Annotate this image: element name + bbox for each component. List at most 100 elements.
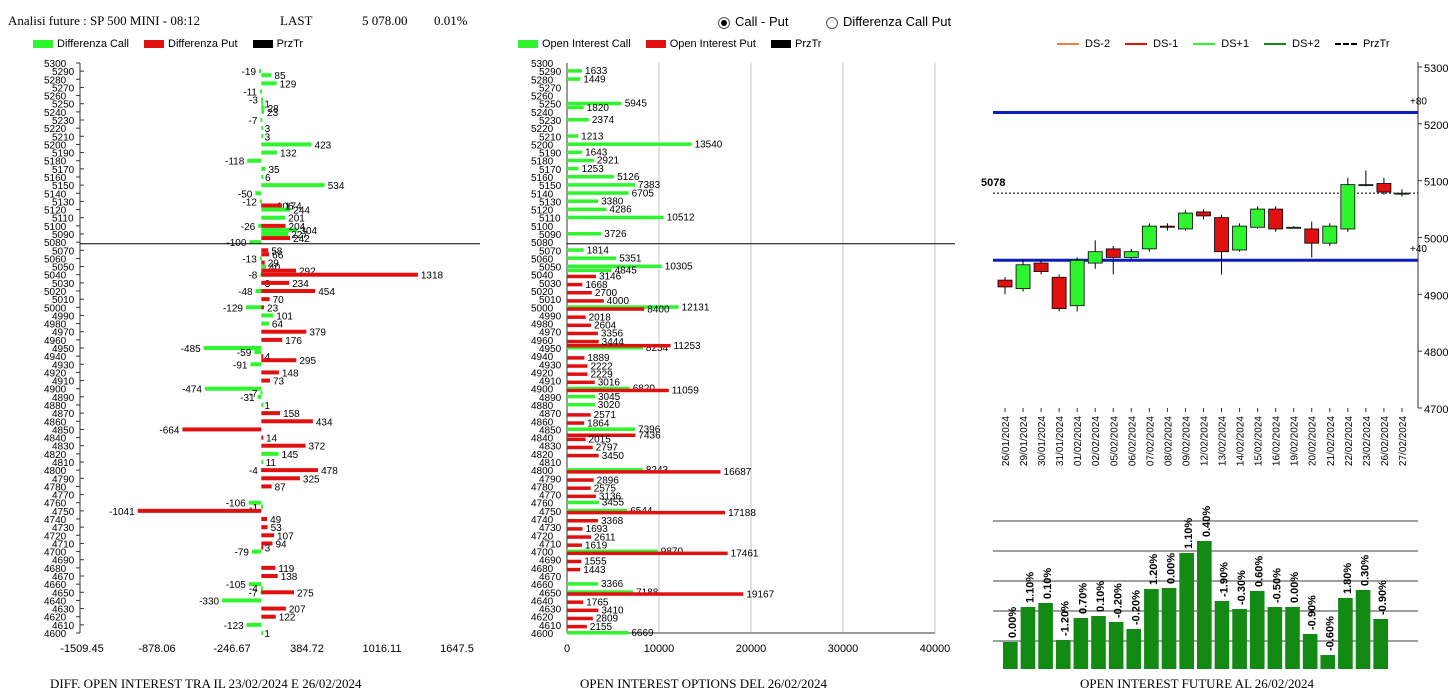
candle-body: [1105, 248, 1121, 258]
legend-label: DS-1: [1153, 38, 1179, 51]
diff-bar-label: -31: [240, 393, 255, 404]
future-bar: [1338, 598, 1353, 669]
legend-label: Open Interest Call: [542, 38, 631, 51]
future-bar-label: 0.60%: [1254, 556, 1266, 587]
x-date-label: 27/02/2024: [1398, 416, 1409, 466]
diff-bar-label: 107: [277, 531, 294, 542]
diff-bar-label: 234: [292, 279, 309, 290]
oi-bar: [567, 199, 599, 203]
diff-bar: [261, 232, 289, 236]
oi-bar: [567, 191, 629, 195]
x-date-label: 31/01/2024: [1055, 416, 1066, 466]
diff-bar: [261, 590, 294, 595]
diff-bar-label: -79: [234, 548, 249, 559]
diff-bar: [261, 545, 264, 550]
diff-bar-label: -50: [238, 189, 253, 200]
y-tick-label: 5100: [44, 222, 67, 233]
oi-bar: [567, 105, 584, 110]
oi-bar-label: 1253: [582, 164, 605, 175]
diff-bar-label: -1: [249, 503, 258, 514]
y-tick-label: 4970: [539, 328, 562, 339]
diff-bar: [261, 504, 264, 509]
oi-bar-label: 4286: [609, 205, 632, 216]
oi-bar-label: 2222: [590, 361, 613, 372]
oi-bar: [567, 268, 612, 273]
oi-bar: [567, 592, 744, 596]
legend-line-dashed: [1335, 43, 1358, 46]
diff-bar-label: -48: [238, 287, 253, 298]
future-bar: [1285, 607, 1300, 669]
y-tick-label: 5220: [44, 124, 67, 135]
x-date-label: 02/02/2024: [1091, 416, 1102, 466]
future-bar-label: 0.10%: [1042, 568, 1054, 599]
oi-bar: [567, 264, 662, 269]
oi-bar: [567, 624, 587, 629]
diff-bar: [254, 350, 262, 355]
y-tick-label: 5050: [52, 263, 75, 274]
y-tick-label: 5280: [531, 75, 554, 86]
diff-bar: [261, 109, 265, 114]
y-tick-label: 4860: [44, 417, 67, 428]
oi-bar: [567, 413, 591, 417]
oi-bar: [567, 421, 585, 425]
future-bar: [1038, 603, 1053, 669]
legend-label: DS+1: [1221, 38, 1250, 51]
future-bar-label: 0.00%: [1166, 553, 1178, 584]
diff-bar: [261, 476, 300, 481]
candle-body: [1250, 208, 1266, 228]
oi-bar-label: 4000: [607, 296, 630, 307]
oi-bar-label: 16687: [724, 467, 752, 478]
y-tick-label: 4990: [52, 311, 75, 322]
y-tick-label: 4840: [531, 434, 554, 445]
legend-label: DS-2: [1085, 38, 1111, 51]
diff-bar: [261, 541, 273, 546]
oi-bar: [567, 437, 586, 442]
last-price-label: 5078: [981, 177, 1005, 189]
future-bar-label: 0.40%: [1201, 506, 1213, 537]
future-bar-label: -1.90%: [1218, 562, 1230, 597]
oi-bar: [567, 118, 589, 122]
y-tick-label: 4980: [44, 320, 67, 331]
radio-dot-icon[interactable]: [826, 16, 838, 29]
y-tick-label: 5260: [44, 92, 67, 103]
y-tick-label: 5000: [531, 303, 554, 314]
y-tick-label: 4630: [52, 605, 75, 616]
candle-body: [1033, 262, 1049, 273]
diff-bar-label: -12: [242, 197, 257, 208]
y-tick-label: 4620: [44, 613, 67, 624]
y-tick-label: 4680: [531, 564, 554, 575]
oi-bar-label: 3020: [598, 400, 621, 411]
y-tick-label: 4910: [539, 377, 562, 388]
radio-dot-selected-icon[interactable]: [718, 16, 730, 29]
diff-bar: [261, 252, 270, 257]
diff-bar: [259, 69, 262, 74]
oi-bar: [567, 427, 636, 431]
oi-bar-label: 11253: [674, 341, 702, 352]
oi-bar: [567, 590, 634, 594]
x-date-label: 26/02/2024: [1380, 416, 1391, 466]
oi-bar: [567, 403, 595, 407]
y-tick-label: 4750: [52, 507, 75, 518]
diff-bar-label: 11: [266, 458, 277, 469]
oi-bar-label: 2015: [589, 435, 612, 446]
diff-bar: [261, 329, 307, 334]
diff-bar: [261, 468, 319, 473]
oi-bar: [567, 166, 579, 171]
x-date-label: 12/02/2024: [1199, 416, 1210, 466]
radio-differenza[interactable]: Differenza Call Put: [826, 14, 951, 29]
y-tick-label: 4680: [44, 564, 67, 575]
x-date-label: 14/02/2024: [1236, 416, 1247, 466]
legend-label: PrzTr: [1363, 38, 1390, 51]
y-tick-label: 5270: [539, 83, 562, 94]
future-bar: [1197, 541, 1212, 669]
diff-bar-label: 132: [280, 149, 297, 160]
y-tick-label: 5100: [1424, 177, 1448, 189]
radio-call-put[interactable]: Call - Put: [718, 14, 788, 29]
future-bar: [1214, 601, 1230, 669]
diff-bar-label: 87: [275, 482, 287, 493]
lower-level-label: +40: [1410, 244, 1427, 255]
diff-bar: [261, 227, 298, 232]
diff-bar: [249, 240, 262, 245]
diff-bar: [261, 631, 264, 635]
y-tick-label: 4830: [52, 442, 75, 453]
